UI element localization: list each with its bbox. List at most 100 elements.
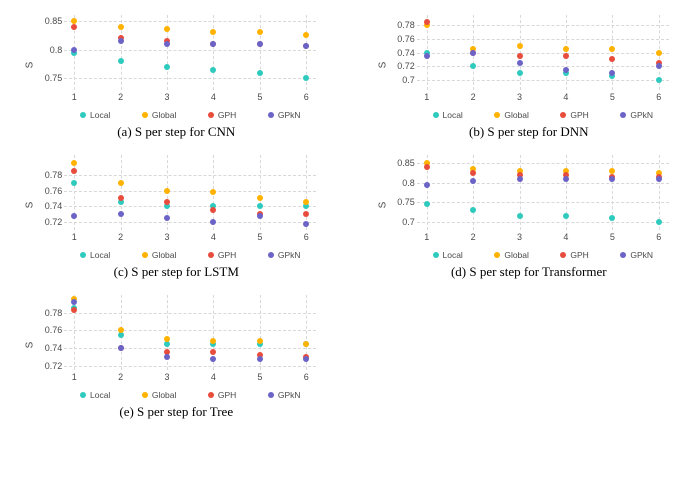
data-point [257, 41, 263, 47]
panel-caption: (d) S per step for Transformer [451, 264, 607, 280]
gridline-h [64, 330, 316, 331]
gridline-h [64, 50, 316, 51]
legend-dot-icon [268, 112, 274, 118]
chart-2: 0.720.740.760.78123456SLocalGlobalGPHGPk… [26, 150, 326, 260]
gridline-h [417, 80, 669, 81]
legend-label: GPkN [278, 250, 301, 260]
legend-dot-icon [494, 112, 500, 118]
data-point [656, 176, 662, 182]
gridline-v [260, 15, 261, 90]
xtick-label: 4 [563, 92, 568, 102]
xtick-label: 6 [656, 232, 661, 242]
ytick-label: 0.78 [45, 308, 63, 318]
data-point [118, 24, 124, 30]
xtick-label: 6 [304, 372, 309, 382]
panel-caption: (a) S per step for CNN [117, 124, 235, 140]
data-point [470, 170, 476, 176]
data-point [210, 356, 216, 362]
legend-item: Local [80, 250, 110, 260]
legend-dot-icon [142, 112, 148, 118]
data-point [118, 58, 124, 64]
legend-label: Local [90, 250, 110, 260]
legend-item: GPkN [268, 250, 301, 260]
data-point [303, 199, 309, 205]
ytick-label: 0.78 [397, 20, 415, 30]
xtick-label: 3 [165, 92, 170, 102]
xtick-label: 4 [211, 372, 216, 382]
gridline-h [64, 78, 316, 79]
data-point [517, 53, 523, 59]
data-point [609, 215, 615, 221]
data-point [164, 336, 170, 342]
plot-area [64, 15, 316, 90]
xtick-label: 5 [610, 232, 615, 242]
chart-4: 0.720.740.760.78123456SLocalGlobalGPHGPk… [26, 290, 326, 400]
data-point [609, 46, 615, 52]
data-point [563, 67, 569, 73]
data-point [164, 64, 170, 70]
data-point [424, 19, 430, 25]
panel-0: 0.750.80.85123456SLocalGlobalGPHGPkN(a) … [10, 10, 343, 140]
ytick-label: 0.8 [50, 45, 63, 55]
legend-item: GPH [560, 110, 588, 120]
data-point [424, 182, 430, 188]
gridline-v [306, 155, 307, 230]
data-point [563, 53, 569, 59]
ytick-label: 0.72 [397, 61, 415, 71]
ytick-label: 0.7 [402, 217, 415, 227]
legend-dot-icon [433, 252, 439, 258]
gridline-h [64, 313, 316, 314]
xtick-label: 6 [656, 92, 661, 102]
gridline-h [64, 348, 316, 349]
gridline-h [64, 175, 316, 176]
gridline-h [64, 206, 316, 207]
data-point [210, 349, 216, 355]
ytick-label: 0.74 [45, 343, 63, 353]
xtick-label: 2 [118, 92, 123, 102]
legend-label: Local [443, 110, 463, 120]
legend-dot-icon [142, 252, 148, 258]
xtick-label: 3 [165, 232, 170, 242]
legend-item: GPkN [620, 110, 653, 120]
legend-item: GPkN [620, 250, 653, 260]
data-point [303, 32, 309, 38]
data-point [71, 24, 77, 30]
gridline-h [64, 222, 316, 223]
xtick-label: 5 [257, 92, 262, 102]
legend-item: Local [80, 390, 110, 400]
legend: LocalGlobalGPHGPkN [64, 250, 316, 260]
ytick-label: 0.72 [45, 361, 63, 371]
data-point [517, 213, 523, 219]
data-point [609, 56, 615, 62]
legend-label: Local [443, 250, 463, 260]
xtick-label: 2 [118, 232, 123, 242]
ytick-label: 0.8 [402, 178, 415, 188]
chart-3: 0.70.750.80.85123456SLocalGlobalGPHGPkN [379, 150, 679, 260]
legend: LocalGlobalGPHGPkN [64, 390, 316, 400]
data-point [164, 354, 170, 360]
legend-label: Local [90, 110, 110, 120]
xtick-label: 1 [424, 92, 429, 102]
legend-item: Local [80, 110, 110, 120]
gridline-h [417, 25, 669, 26]
legend-dot-icon [560, 252, 566, 258]
data-point [303, 43, 309, 49]
legend: LocalGlobalGPHGPkN [417, 110, 669, 120]
ytick-label: 0.76 [45, 325, 63, 335]
legend-dot-icon [142, 392, 148, 398]
legend-dot-icon [268, 252, 274, 258]
legend-dot-icon [80, 112, 86, 118]
plot-area [417, 155, 669, 230]
ytick-label: 0.75 [397, 197, 415, 207]
data-point [118, 195, 124, 201]
legend-item: Global [494, 250, 529, 260]
panel-caption: (e) S per step for Tree [119, 404, 233, 420]
data-point [118, 38, 124, 44]
data-point [257, 338, 263, 344]
data-point [563, 176, 569, 182]
ytick-label: 0.76 [397, 34, 415, 44]
panel-caption: (c) S per step for LSTM [114, 264, 239, 280]
xtick-label: 1 [72, 372, 77, 382]
gridline-h [64, 21, 316, 22]
legend-dot-icon [620, 112, 626, 118]
